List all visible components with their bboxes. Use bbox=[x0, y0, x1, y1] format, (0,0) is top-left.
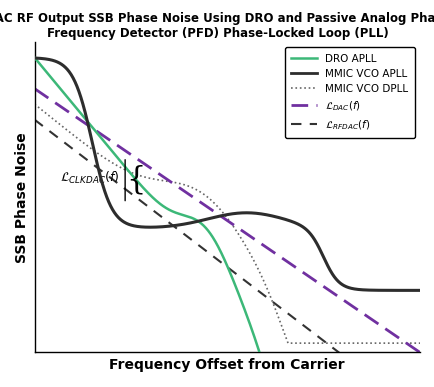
Text: DAC RF Output SSB Phase Noise Using DRO and Passive Analog Phase
Frequency Detec: DAC RF Output SSB Phase Noise Using DRO … bbox=[0, 12, 434, 39]
Y-axis label: SSB Phase Noise: SSB Phase Noise bbox=[15, 132, 29, 263]
Text: $\mathcal{L}_{CLKDAC}(f)$: $\mathcal{L}_{CLKDAC}(f)$ bbox=[59, 170, 119, 186]
X-axis label: Frequency Offset from Carrier: Frequency Offset from Carrier bbox=[109, 358, 344, 372]
Legend: DRO APLL, MMIC VCO APLL, MMIC VCO DPLL, $\mathcal{L}_{DAC}(f)$, $\mathcal{L}_{RF: DRO APLL, MMIC VCO APLL, MMIC VCO DPLL, … bbox=[284, 47, 414, 138]
Text: {: { bbox=[126, 165, 145, 196]
